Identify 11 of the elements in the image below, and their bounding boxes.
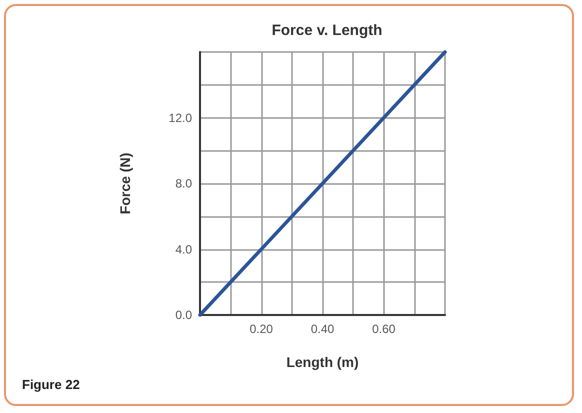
y-tick-label: 4.0	[175, 242, 192, 256]
chart-title: Force v. Length	[272, 22, 382, 39]
y-tick-label: 12.0	[168, 110, 192, 125]
caption: Figure 22	[22, 377, 80, 392]
x-tick-label: 0.40	[310, 322, 334, 336]
y-axis-title: Force (N)	[117, 152, 133, 214]
x-tick-label: 0.20	[250, 322, 274, 336]
x-tick-label: 0.60	[372, 322, 396, 336]
x-axis-title: Length (m)	[286, 354, 359, 370]
y-tick-label: 8.0	[175, 176, 192, 190]
y-tick-label: 0.0	[175, 308, 192, 322]
